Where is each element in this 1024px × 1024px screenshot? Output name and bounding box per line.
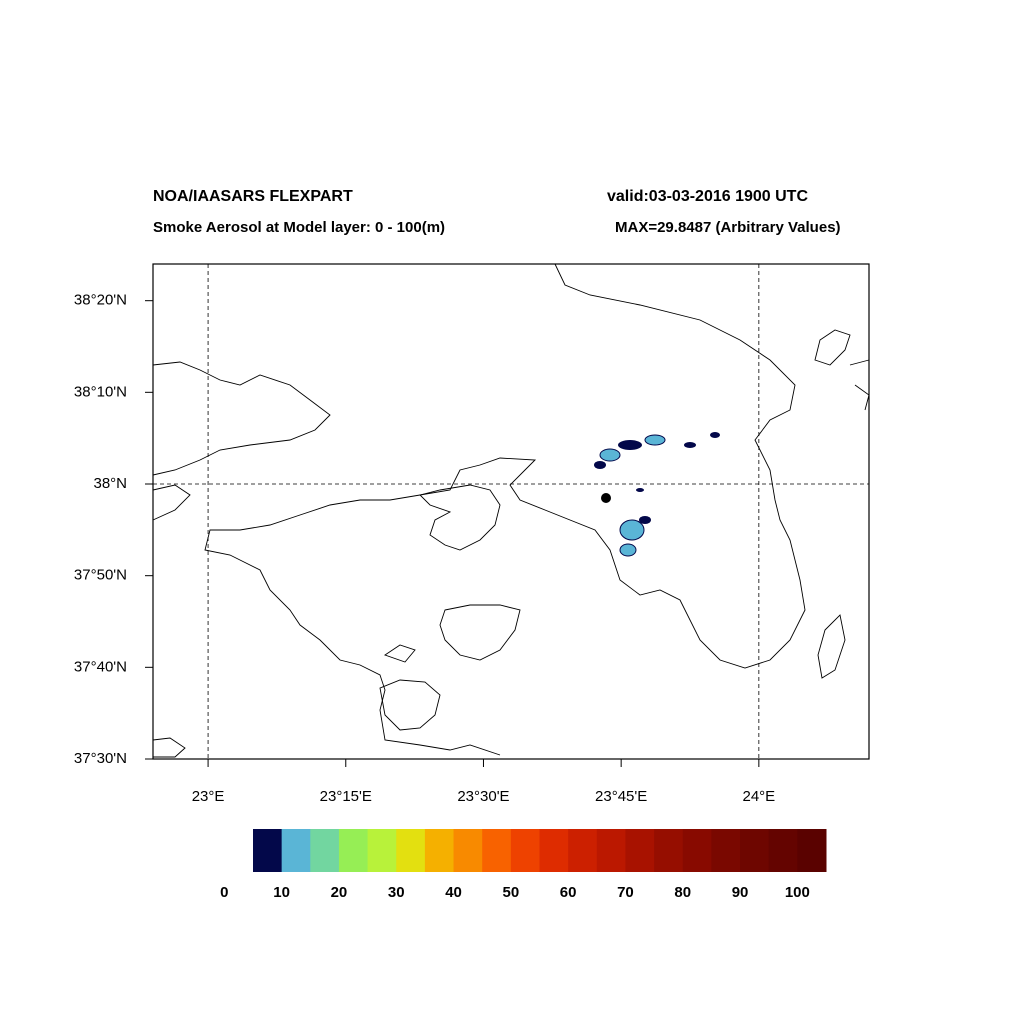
- colorbar-box: [654, 829, 684, 872]
- colorbar-box: [338, 829, 369, 872]
- y-tick-label: 37°40'N: [74, 658, 127, 675]
- colorbar-box: [310, 829, 340, 872]
- x-tick-label: 23°45'E: [595, 788, 647, 805]
- colorbar-box: [682, 829, 712, 872]
- valid-time: valid:03-03-2016 1900 UTC: [607, 188, 808, 205]
- colorbar-label: 50: [503, 884, 520, 901]
- x-tick-label: 23°15'E: [320, 788, 372, 805]
- x-tick-label: 24°E: [742, 788, 775, 805]
- colorbar-box: [539, 829, 569, 872]
- colorbar-box: [596, 829, 626, 872]
- colorbar-box: [625, 829, 655, 872]
- y-tick-label: 37°50'N: [74, 567, 127, 584]
- colorbar-label: 0: [220, 884, 228, 901]
- colorbar-box: [253, 829, 283, 872]
- colorbar-box: [453, 829, 483, 872]
- colorbar-label: 80: [674, 884, 691, 901]
- y-tick-label: 38°20'N: [74, 292, 127, 309]
- colorbar-label: 20: [331, 884, 348, 901]
- colorbar-box: [424, 829, 455, 872]
- colorbar-box: [396, 829, 426, 872]
- colorbar-label: 30: [388, 884, 405, 901]
- colorbar-label: 70: [617, 884, 634, 901]
- colorbar-box: [510, 829, 540, 872]
- colorbar-box: [482, 829, 512, 872]
- y-tick-label: 38°10'N: [74, 383, 127, 400]
- colorbar-label: 100: [785, 884, 810, 901]
- y-tick-label: 38°N: [93, 475, 127, 492]
- colorbar-label: 40: [445, 884, 462, 901]
- subtitle: Smoke Aerosol at Model layer: 0 - 100(m): [153, 219, 445, 236]
- colorbar-label: 90: [732, 884, 749, 901]
- colorbar-box: [740, 829, 770, 872]
- source-point: [601, 493, 611, 503]
- coastlines: [152, 263, 870, 758]
- colorbar-label: 60: [560, 884, 577, 901]
- colorbar-label: 10: [273, 884, 290, 901]
- colorbar-box: [367, 829, 397, 872]
- smoke-plume: [594, 432, 720, 557]
- title: NOA/IAASARS FLEXPART: [153, 188, 353, 205]
- colorbar-box: [568, 829, 598, 872]
- x-tick-label: 23°E: [192, 788, 225, 805]
- max-value: MAX=29.8487 (Arbitrary Values): [615, 219, 841, 236]
- colorbar-box: [281, 829, 311, 872]
- colorbar-box: [711, 829, 741, 872]
- y-tick-label: 37°30'N: [74, 750, 127, 767]
- colorbar-box: [797, 829, 827, 872]
- map-frame: [152, 263, 870, 760]
- colorbar-box: [768, 829, 798, 872]
- x-tick-label: 23°30'E: [457, 788, 509, 805]
